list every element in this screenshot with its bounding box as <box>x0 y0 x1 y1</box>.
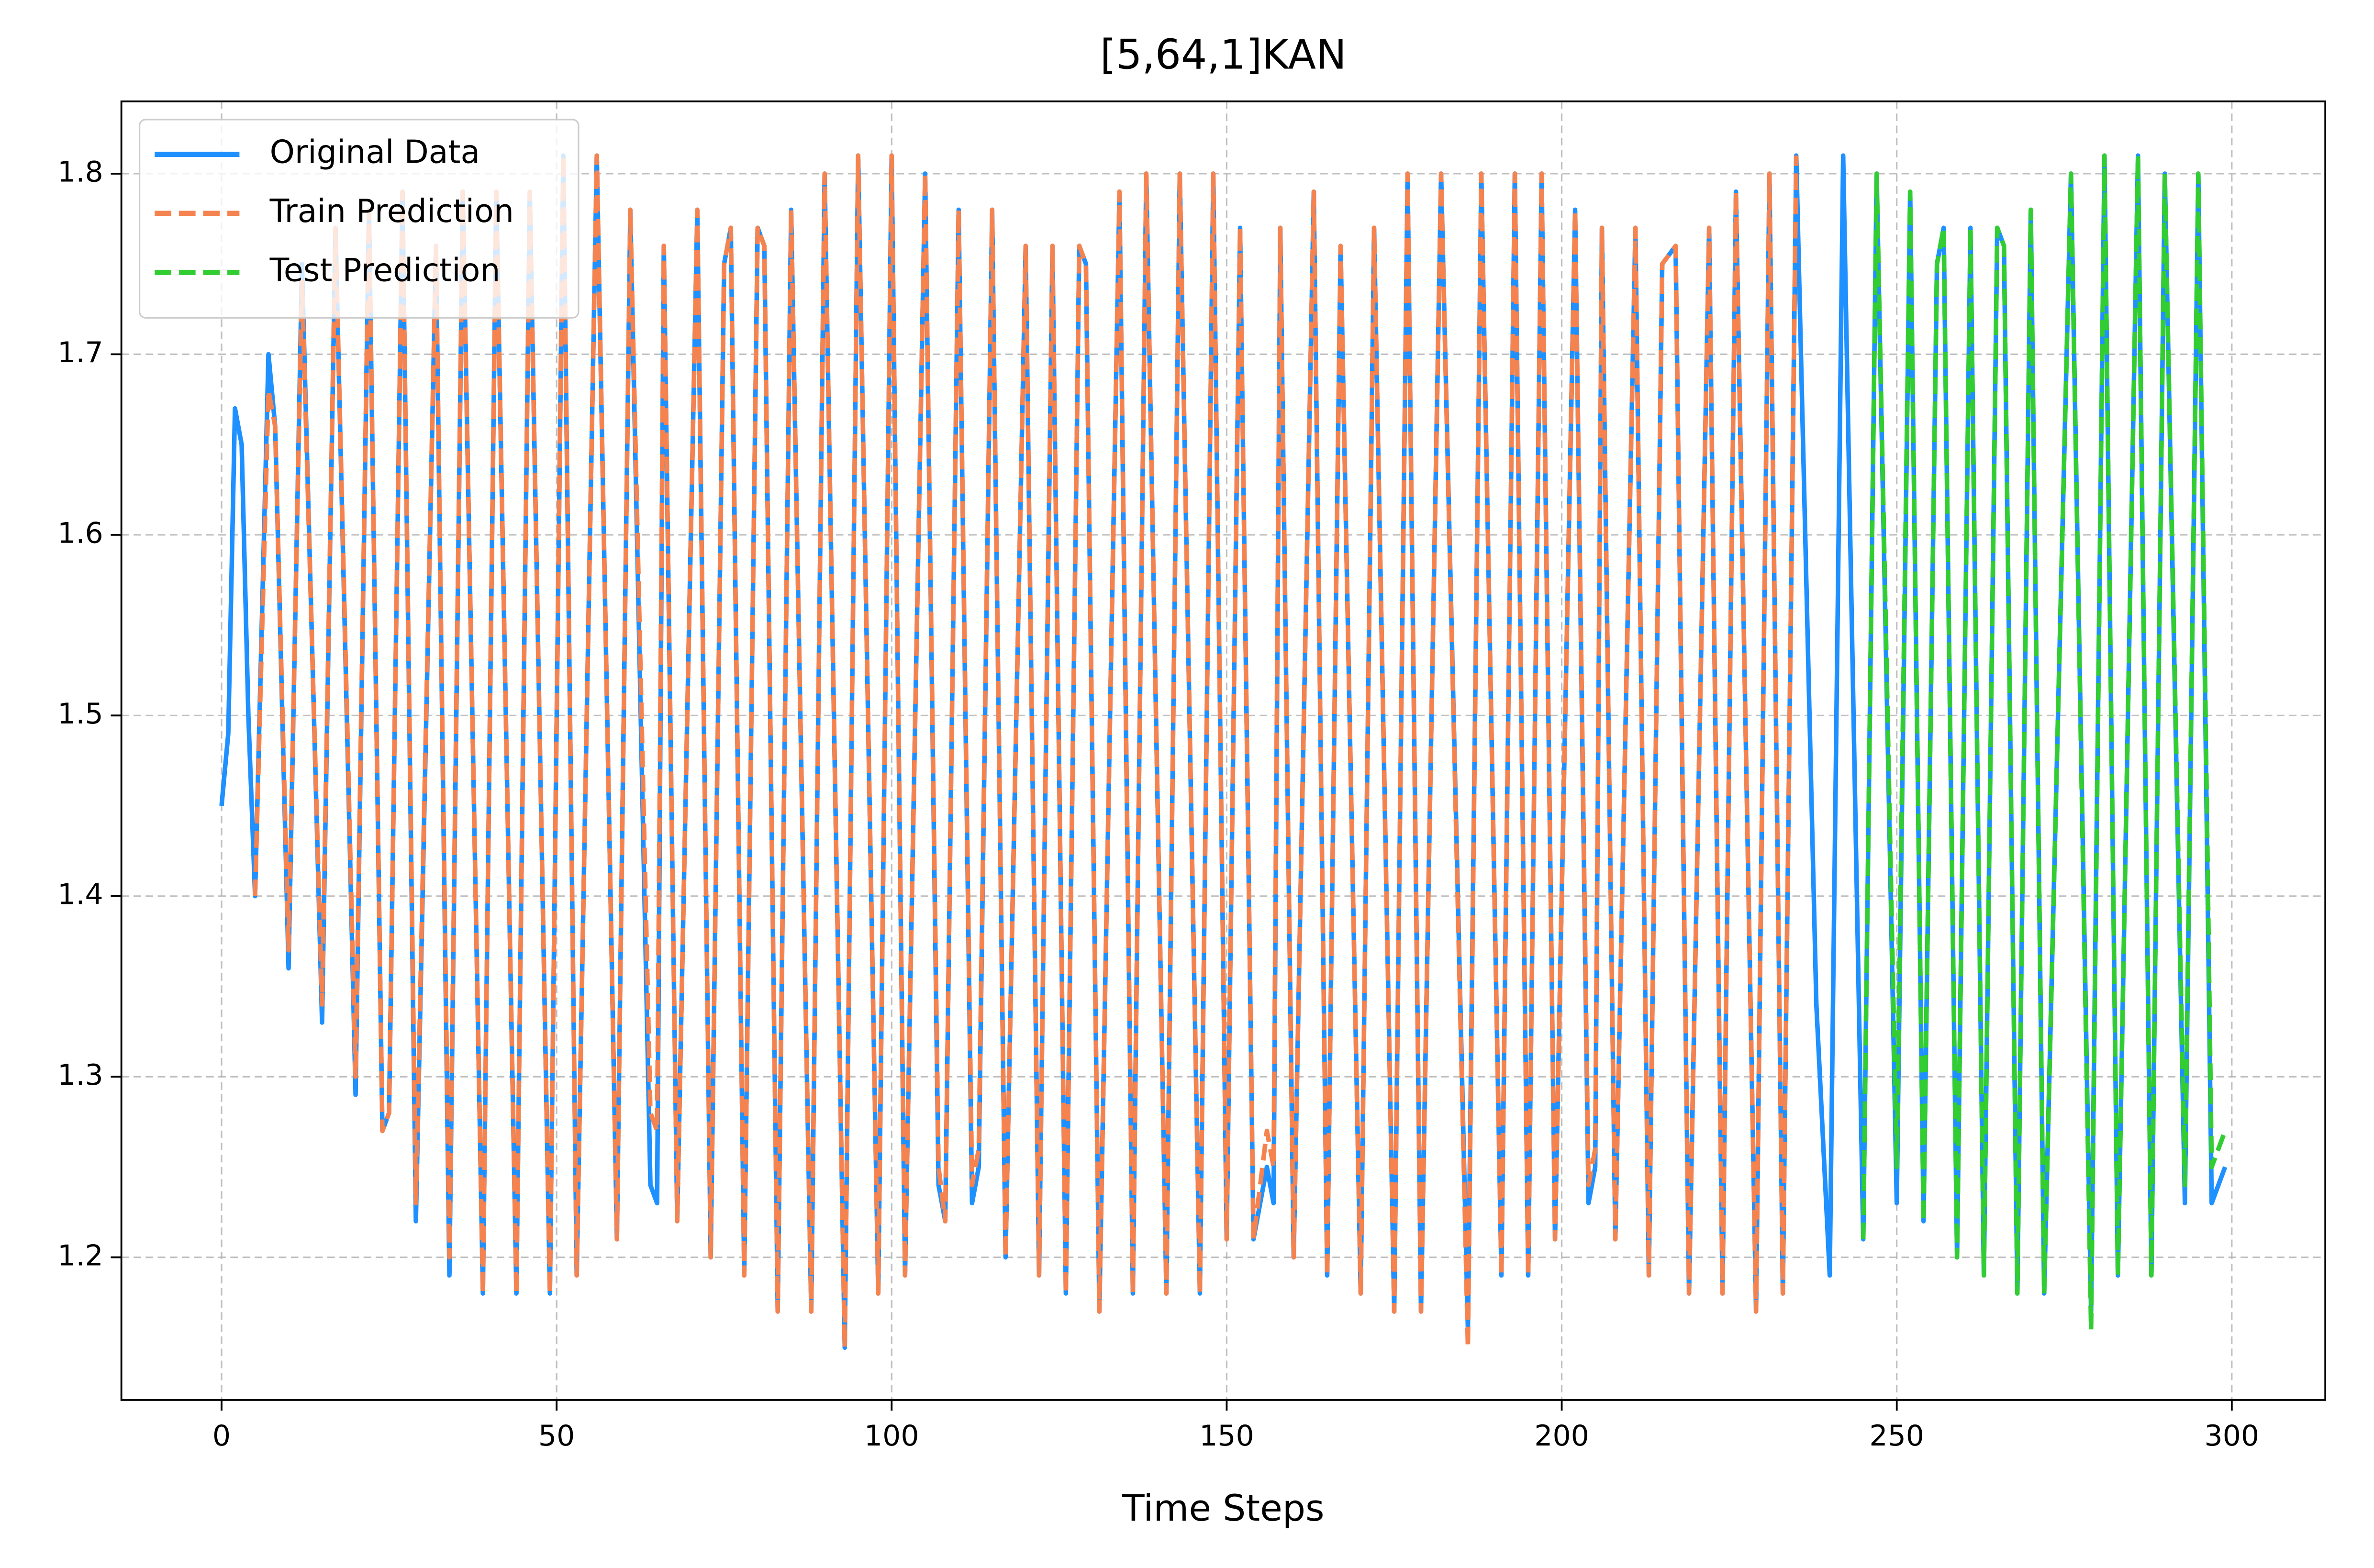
x-axis-label: Time Steps <box>1122 1487 1324 1529</box>
y-tick-label: 1.2 <box>57 1239 103 1272</box>
legend-label: Original Data <box>270 133 480 171</box>
y-tick-label: 1.6 <box>57 516 103 550</box>
x-tick-label: 0 <box>212 1419 231 1453</box>
x-tick-label: 300 <box>2204 1419 2259 1453</box>
x-tick-label: 50 <box>538 1419 575 1453</box>
chart-title: [5,64,1]KAN <box>1100 32 1347 79</box>
plot-frame <box>120 100 2327 1401</box>
y-tick-label: 1.4 <box>57 878 103 911</box>
x-tick-label: 250 <box>1869 1419 1924 1453</box>
y-tick-label: 1.5 <box>57 697 103 731</box>
x-tick-label: 100 <box>864 1419 919 1453</box>
legend-label: Train Prediction <box>269 192 514 230</box>
y-tick-label: 1.7 <box>57 336 103 369</box>
data-line <box>1861 153 2228 1332</box>
legend-label: Test Prediction <box>269 251 501 289</box>
x-tick-label: 150 <box>1199 1419 1254 1453</box>
y-tick-label: 1.3 <box>57 1058 103 1092</box>
data-line <box>253 153 1799 1350</box>
legend-box <box>139 119 580 319</box>
legend: Original Data Train Prediction Test Predic… <box>139 119 580 319</box>
y-tick-label: 1.8 <box>57 156 103 189</box>
x-tick-label: 200 <box>1534 1419 1589 1453</box>
